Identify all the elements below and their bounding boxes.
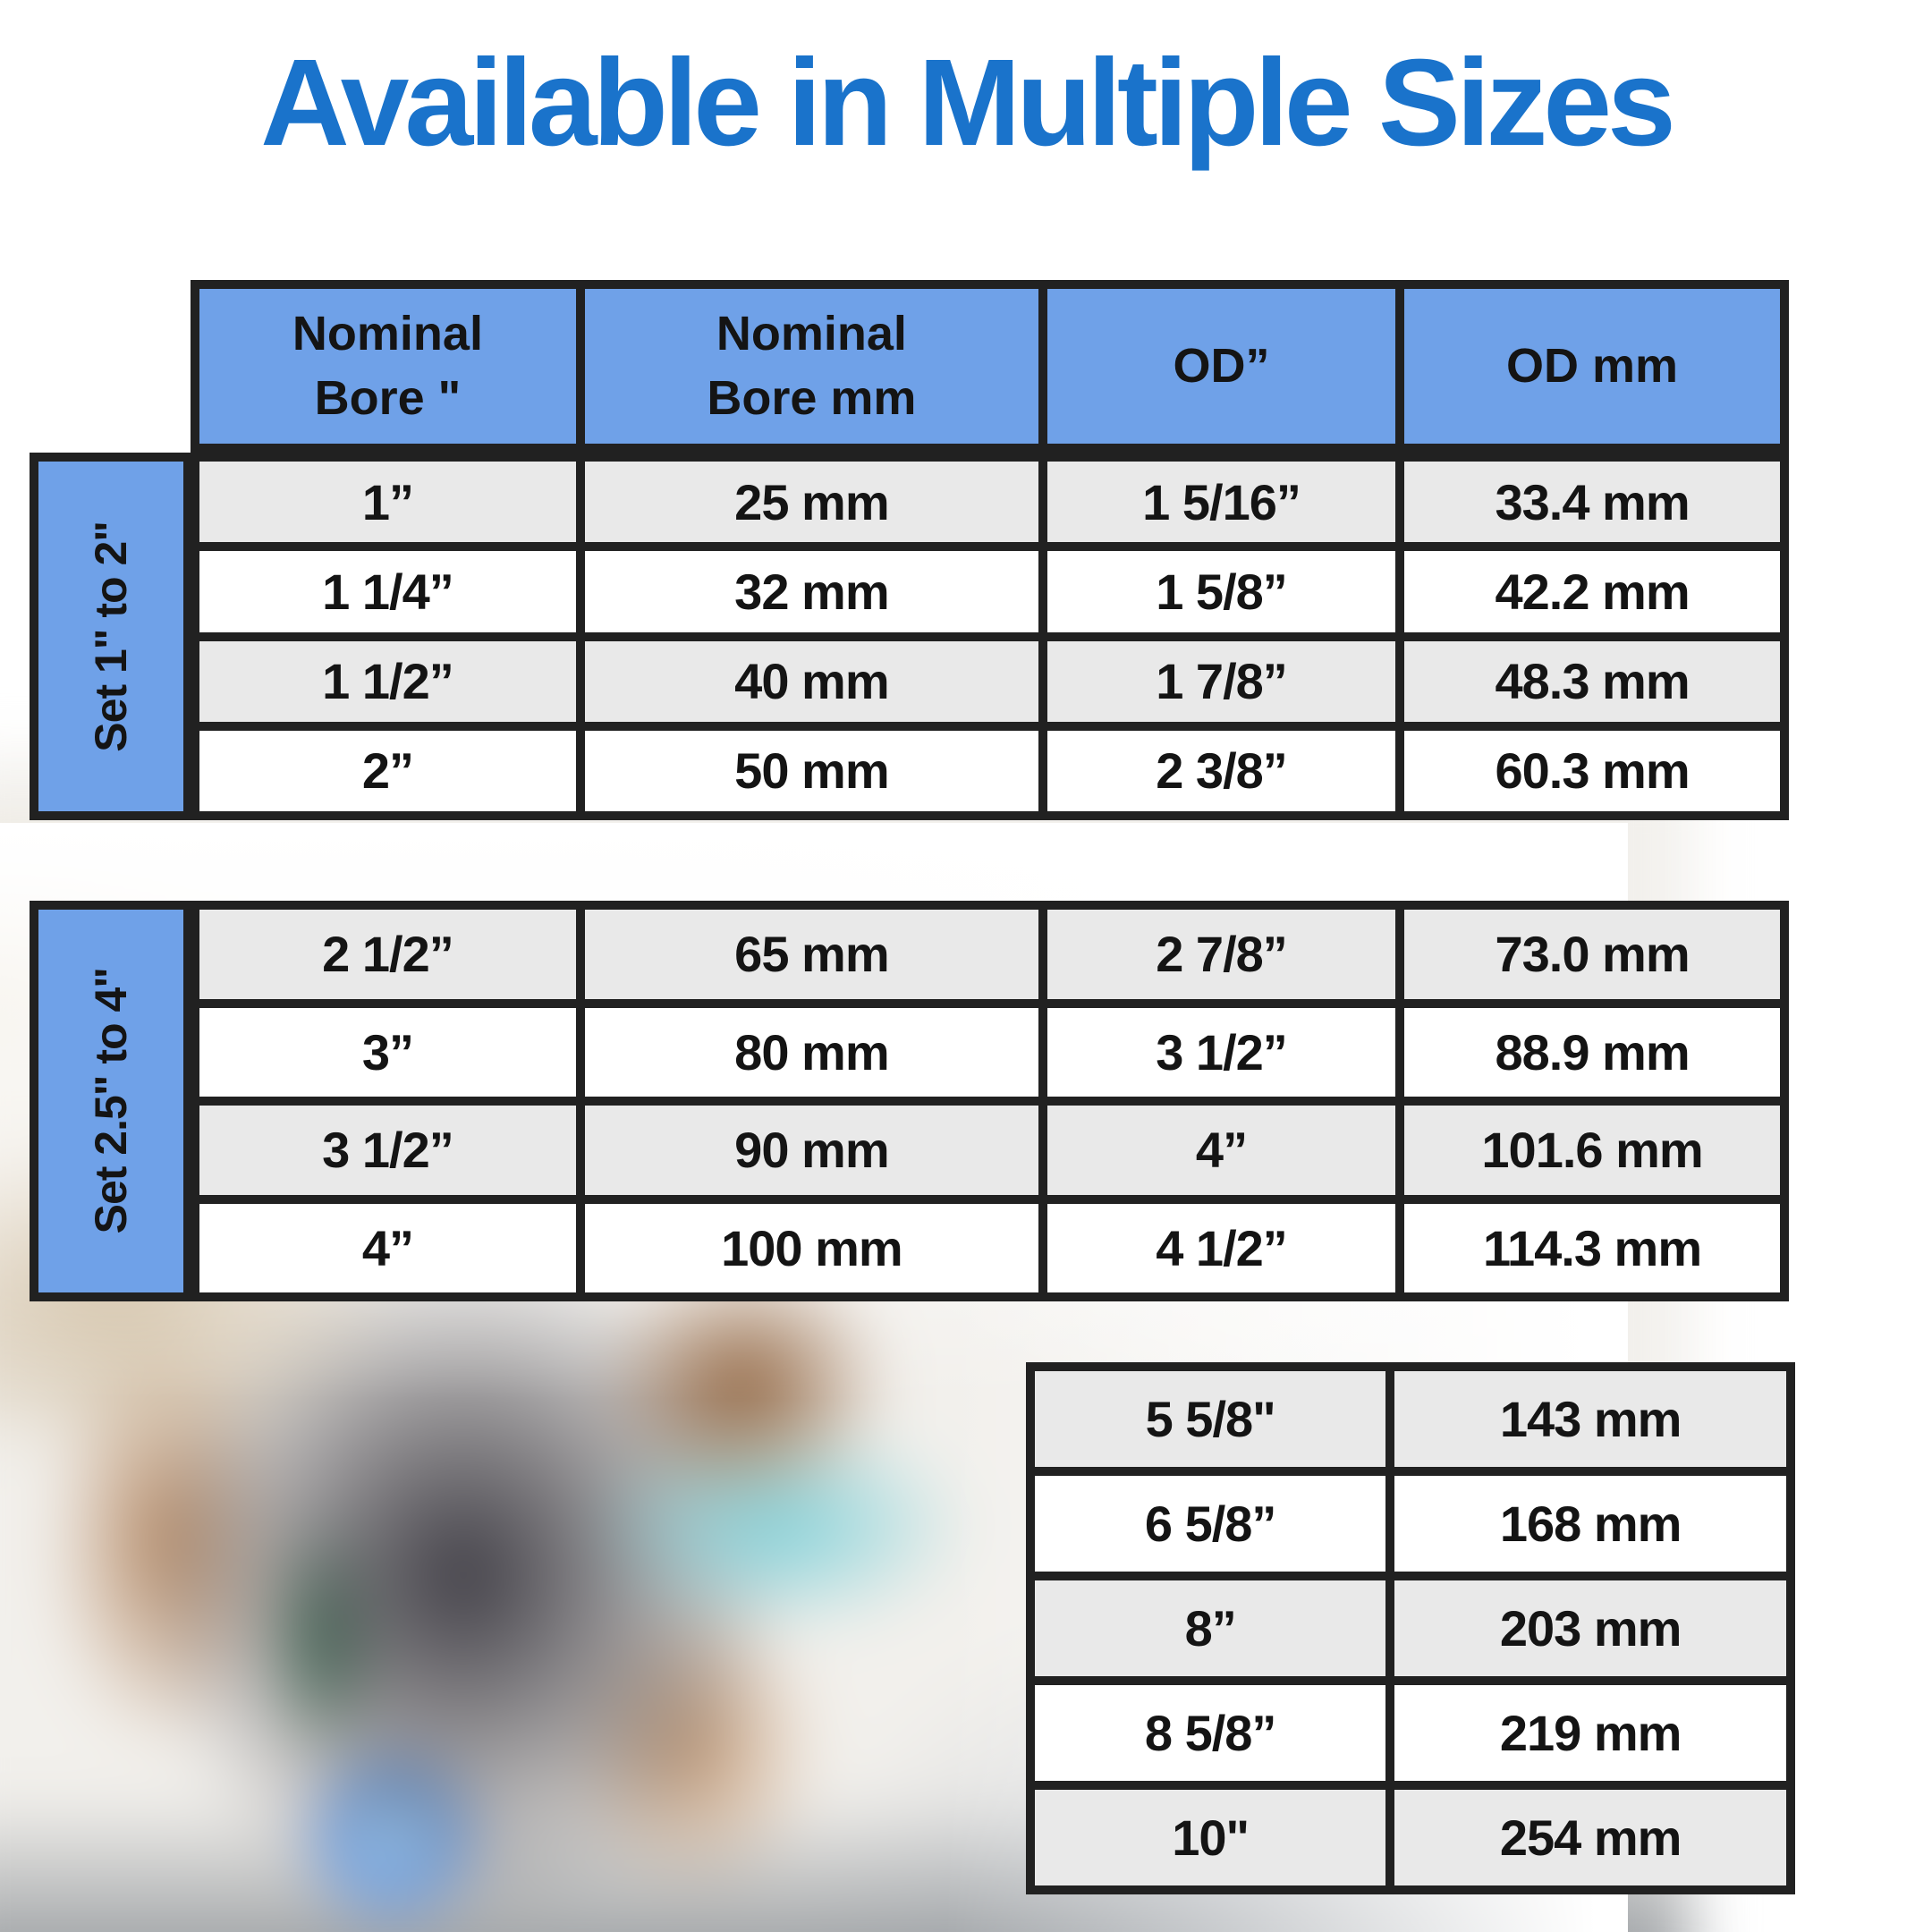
header-cell: OD mm xyxy=(1404,289,1780,444)
table-cell: 80 mm xyxy=(584,1007,1038,1097)
set1-table: 1” 25 mm 1 5/16” 33.4 mm 1 1/4” 32 mm 1 5/8” 42… xyxy=(191,453,1789,820)
table-cell: 4 1/2” xyxy=(1046,1203,1396,1292)
table-cell: 60.3 mm xyxy=(1404,730,1780,811)
table-cell: 203 mm xyxy=(1394,1580,1786,1676)
table-cell: 5 5/8" xyxy=(1035,1371,1386,1467)
table-cell: 25 mm xyxy=(584,462,1038,543)
header-cell: OD” xyxy=(1046,289,1396,444)
table-cell: 254 mm xyxy=(1394,1790,1786,1885)
table-cell: 2 7/8” xyxy=(1046,910,1396,999)
table-cell: 10" xyxy=(1035,1790,1386,1885)
table-cell: 101.6 mm xyxy=(1404,1106,1780,1195)
table-cell: 3 1/2” xyxy=(1046,1007,1396,1097)
table-cell: 88.9 mm xyxy=(1404,1007,1780,1097)
table-cell: 2” xyxy=(199,730,576,811)
table-cell: 219 mm xyxy=(1394,1685,1786,1781)
table-cell: 4” xyxy=(1046,1106,1396,1195)
table-cell: 1 7/8” xyxy=(1046,640,1396,722)
table-cell: 1 5/16” xyxy=(1046,462,1396,543)
table-cell: 48.3 mm xyxy=(1404,640,1780,722)
page-title: Available in Multiple Sizes xyxy=(260,34,1676,172)
table-cell: 42.2 mm xyxy=(1404,551,1780,632)
table-cell: 1 1/4” xyxy=(199,551,576,632)
table-cell: 40 mm xyxy=(584,640,1038,722)
table-cell: 3” xyxy=(199,1007,576,1097)
table-cell: 33.4 mm xyxy=(1404,462,1780,543)
table-cell: 1” xyxy=(199,462,576,543)
table-cell: 168 mm xyxy=(1394,1476,1786,1572)
set2-label: Set 2.5" to 4" xyxy=(30,901,192,1301)
set3-table: 5 5/8" 143 mm 6 5/8” 168 mm 8” 203 mm 8 5/8” 21… xyxy=(1026,1362,1795,1894)
table-cell: 8 5/8” xyxy=(1035,1685,1386,1781)
table-cell: 2 3/8” xyxy=(1046,730,1396,811)
set1-label-text: Set 1" to 2" xyxy=(86,521,136,752)
table-cell: 6 5/8” xyxy=(1035,1476,1386,1572)
header-cell: Nominal Bore " xyxy=(199,289,576,444)
table-cell: 143 mm xyxy=(1394,1371,1786,1467)
set2-table: 2 1/2” 65 mm 2 7/8” 73.0 mm 3” 80 mm 3 1/2” 88.… xyxy=(191,901,1789,1301)
table-cell: 8” xyxy=(1035,1580,1386,1676)
table-cell: 65 mm xyxy=(584,910,1038,999)
table-cell: 1 1/2” xyxy=(199,640,576,722)
table-cell: 73.0 mm xyxy=(1404,910,1780,999)
table-cell: 50 mm xyxy=(584,730,1038,811)
set1-label: Set 1" to 2" xyxy=(30,453,192,820)
table-cell: 32 mm xyxy=(584,551,1038,632)
table-cell: 4” xyxy=(199,1203,576,1292)
header-cell: Nominal Bore mm xyxy=(584,289,1038,444)
set2-label-text: Set 2.5" to 4" xyxy=(86,968,136,1234)
table-cell: 3 1/2” xyxy=(199,1106,576,1195)
table-cell: 2 1/2” xyxy=(199,910,576,999)
table-cell: 1 5/8” xyxy=(1046,551,1396,632)
table-cell: 90 mm xyxy=(584,1106,1038,1195)
table-cell: 100 mm xyxy=(584,1203,1038,1292)
table-cell: 114.3 mm xyxy=(1404,1203,1780,1292)
table-header-row: Nominal Bore " Nominal Bore mm OD” OD mm xyxy=(191,280,1789,453)
